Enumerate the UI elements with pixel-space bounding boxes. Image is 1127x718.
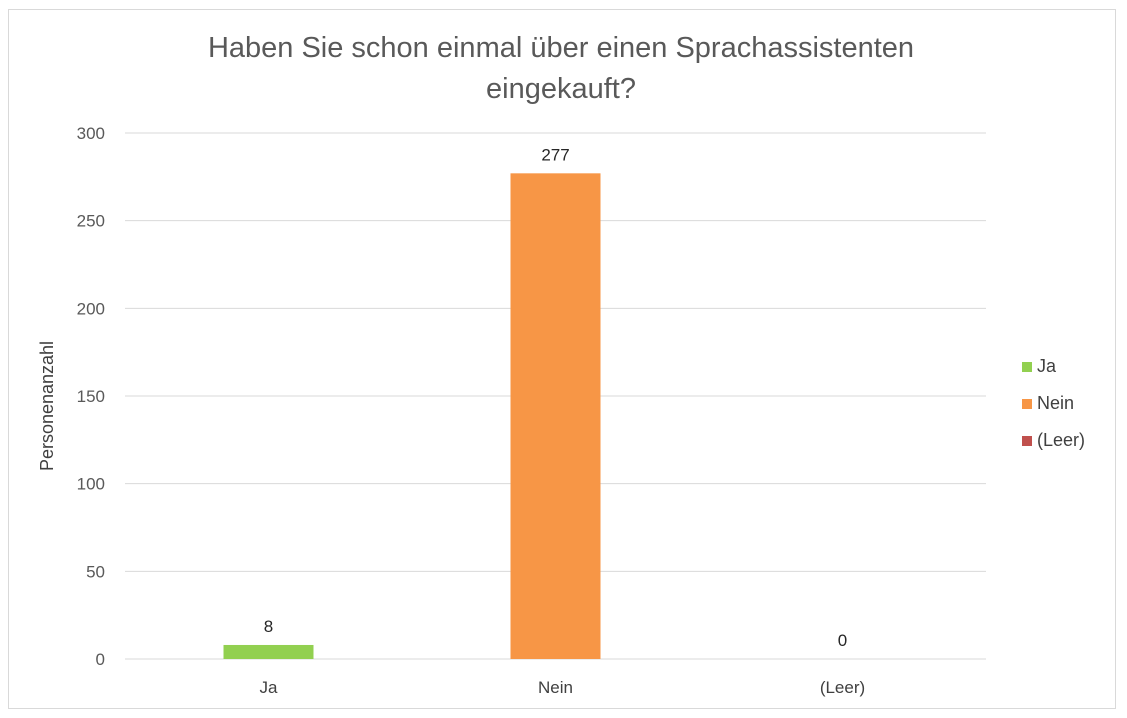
- bar-ja: [223, 644, 314, 659]
- legend-swatch: [1022, 436, 1032, 446]
- bars: [223, 173, 601, 659]
- chart-title-line-1: Haben Sie schon einmal über einen Sprach…: [208, 32, 914, 64]
- chart-title-line-2: eingekauft?: [486, 73, 636, 105]
- x-axis-labels: Ja Nein (Leer): [260, 678, 866, 697]
- y-tick-label: 50: [86, 562, 105, 581]
- data-label: 0: [838, 631, 847, 650]
- y-tick-label: 300: [77, 124, 105, 143]
- y-tick-label: 100: [77, 475, 105, 494]
- chart-frame: Haben Sie schon einmal über einen Sprach…: [8, 9, 1116, 709]
- legend: Ja Nein (Leer): [1022, 356, 1085, 450]
- chart-title: Haben Sie schon einmal über einen Sprach…: [208, 32, 914, 105]
- y-tick-label: 200: [77, 299, 105, 318]
- data-labels: 8 277 0: [264, 145, 847, 650]
- y-axis-label: Personenanzahl: [37, 341, 57, 471]
- data-label: 277: [541, 145, 569, 164]
- y-tick-label: 0: [96, 650, 105, 669]
- bar-nein: [510, 173, 601, 659]
- legend-swatch: [1022, 362, 1032, 372]
- y-tick-label: 250: [77, 212, 105, 231]
- legend-swatch: [1022, 399, 1032, 409]
- x-tick-label: (Leer): [820, 678, 865, 697]
- x-tick-label: Ja: [260, 678, 279, 697]
- y-tick-label: 150: [77, 387, 105, 406]
- bar-chart: Haben Sie schon einmal über einen Sprach…: [37, 32, 1085, 697]
- y-axis-ticks: 0 50 100 150 200 250 300: [77, 124, 105, 669]
- legend-label: (Leer): [1037, 430, 1085, 450]
- x-tick-label: Nein: [538, 678, 573, 697]
- legend-label: Ja: [1037, 356, 1057, 376]
- data-label: 8: [264, 617, 273, 636]
- legend-label: Nein: [1037, 393, 1074, 413]
